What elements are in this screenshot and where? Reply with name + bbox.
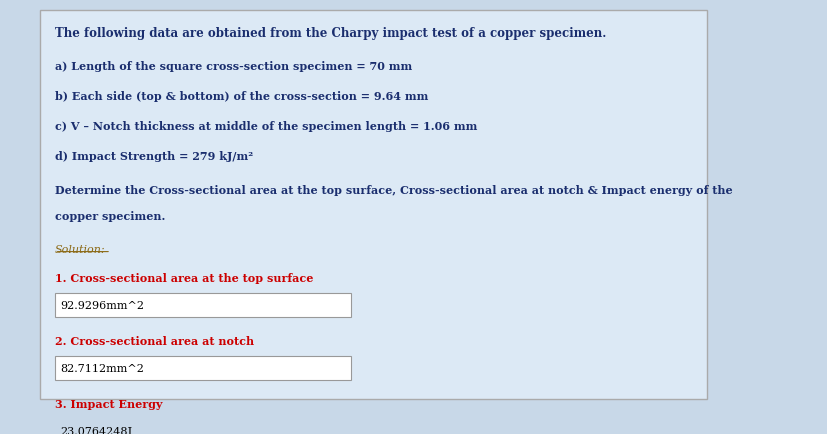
Text: copper specimen.: copper specimen. [55, 211, 165, 222]
Text: b) Each side (top & bottom) of the cross-section = 9.64 mm: b) Each side (top & bottom) of the cross… [55, 91, 428, 102]
Text: Solution:: Solution: [55, 245, 105, 255]
Text: 23.0764248J: 23.0764248J [60, 426, 132, 434]
Text: a) Length of the square cross-section specimen = 70 mm: a) Length of the square cross-section sp… [55, 61, 412, 72]
FancyBboxPatch shape [55, 419, 351, 434]
Text: 82.7112mm^2: 82.7112mm^2 [60, 363, 145, 373]
Text: c) V – Notch thickness at middle of the specimen length = 1.06 mm: c) V – Notch thickness at middle of the … [55, 121, 476, 132]
Text: 1. Cross-sectional area at the top surface: 1. Cross-sectional area at the top surfa… [55, 272, 313, 283]
FancyBboxPatch shape [40, 11, 706, 399]
Text: The following data are obtained from the Charpy impact test of a copper specimen: The following data are obtained from the… [55, 27, 605, 40]
Text: 3. Impact Energy: 3. Impact Energy [55, 398, 162, 409]
Text: 92.9296mm^2: 92.9296mm^2 [60, 300, 145, 310]
Text: Determine the Cross-sectional area at the top surface, Cross-sectional area at n: Determine the Cross-sectional area at th… [55, 185, 731, 196]
FancyBboxPatch shape [55, 294, 351, 317]
Text: d) Impact Strength = 279 kJ/m²: d) Impact Strength = 279 kJ/m² [55, 151, 252, 162]
Text: 2. Cross-sectional area at notch: 2. Cross-sectional area at notch [55, 335, 254, 346]
FancyBboxPatch shape [55, 356, 351, 380]
